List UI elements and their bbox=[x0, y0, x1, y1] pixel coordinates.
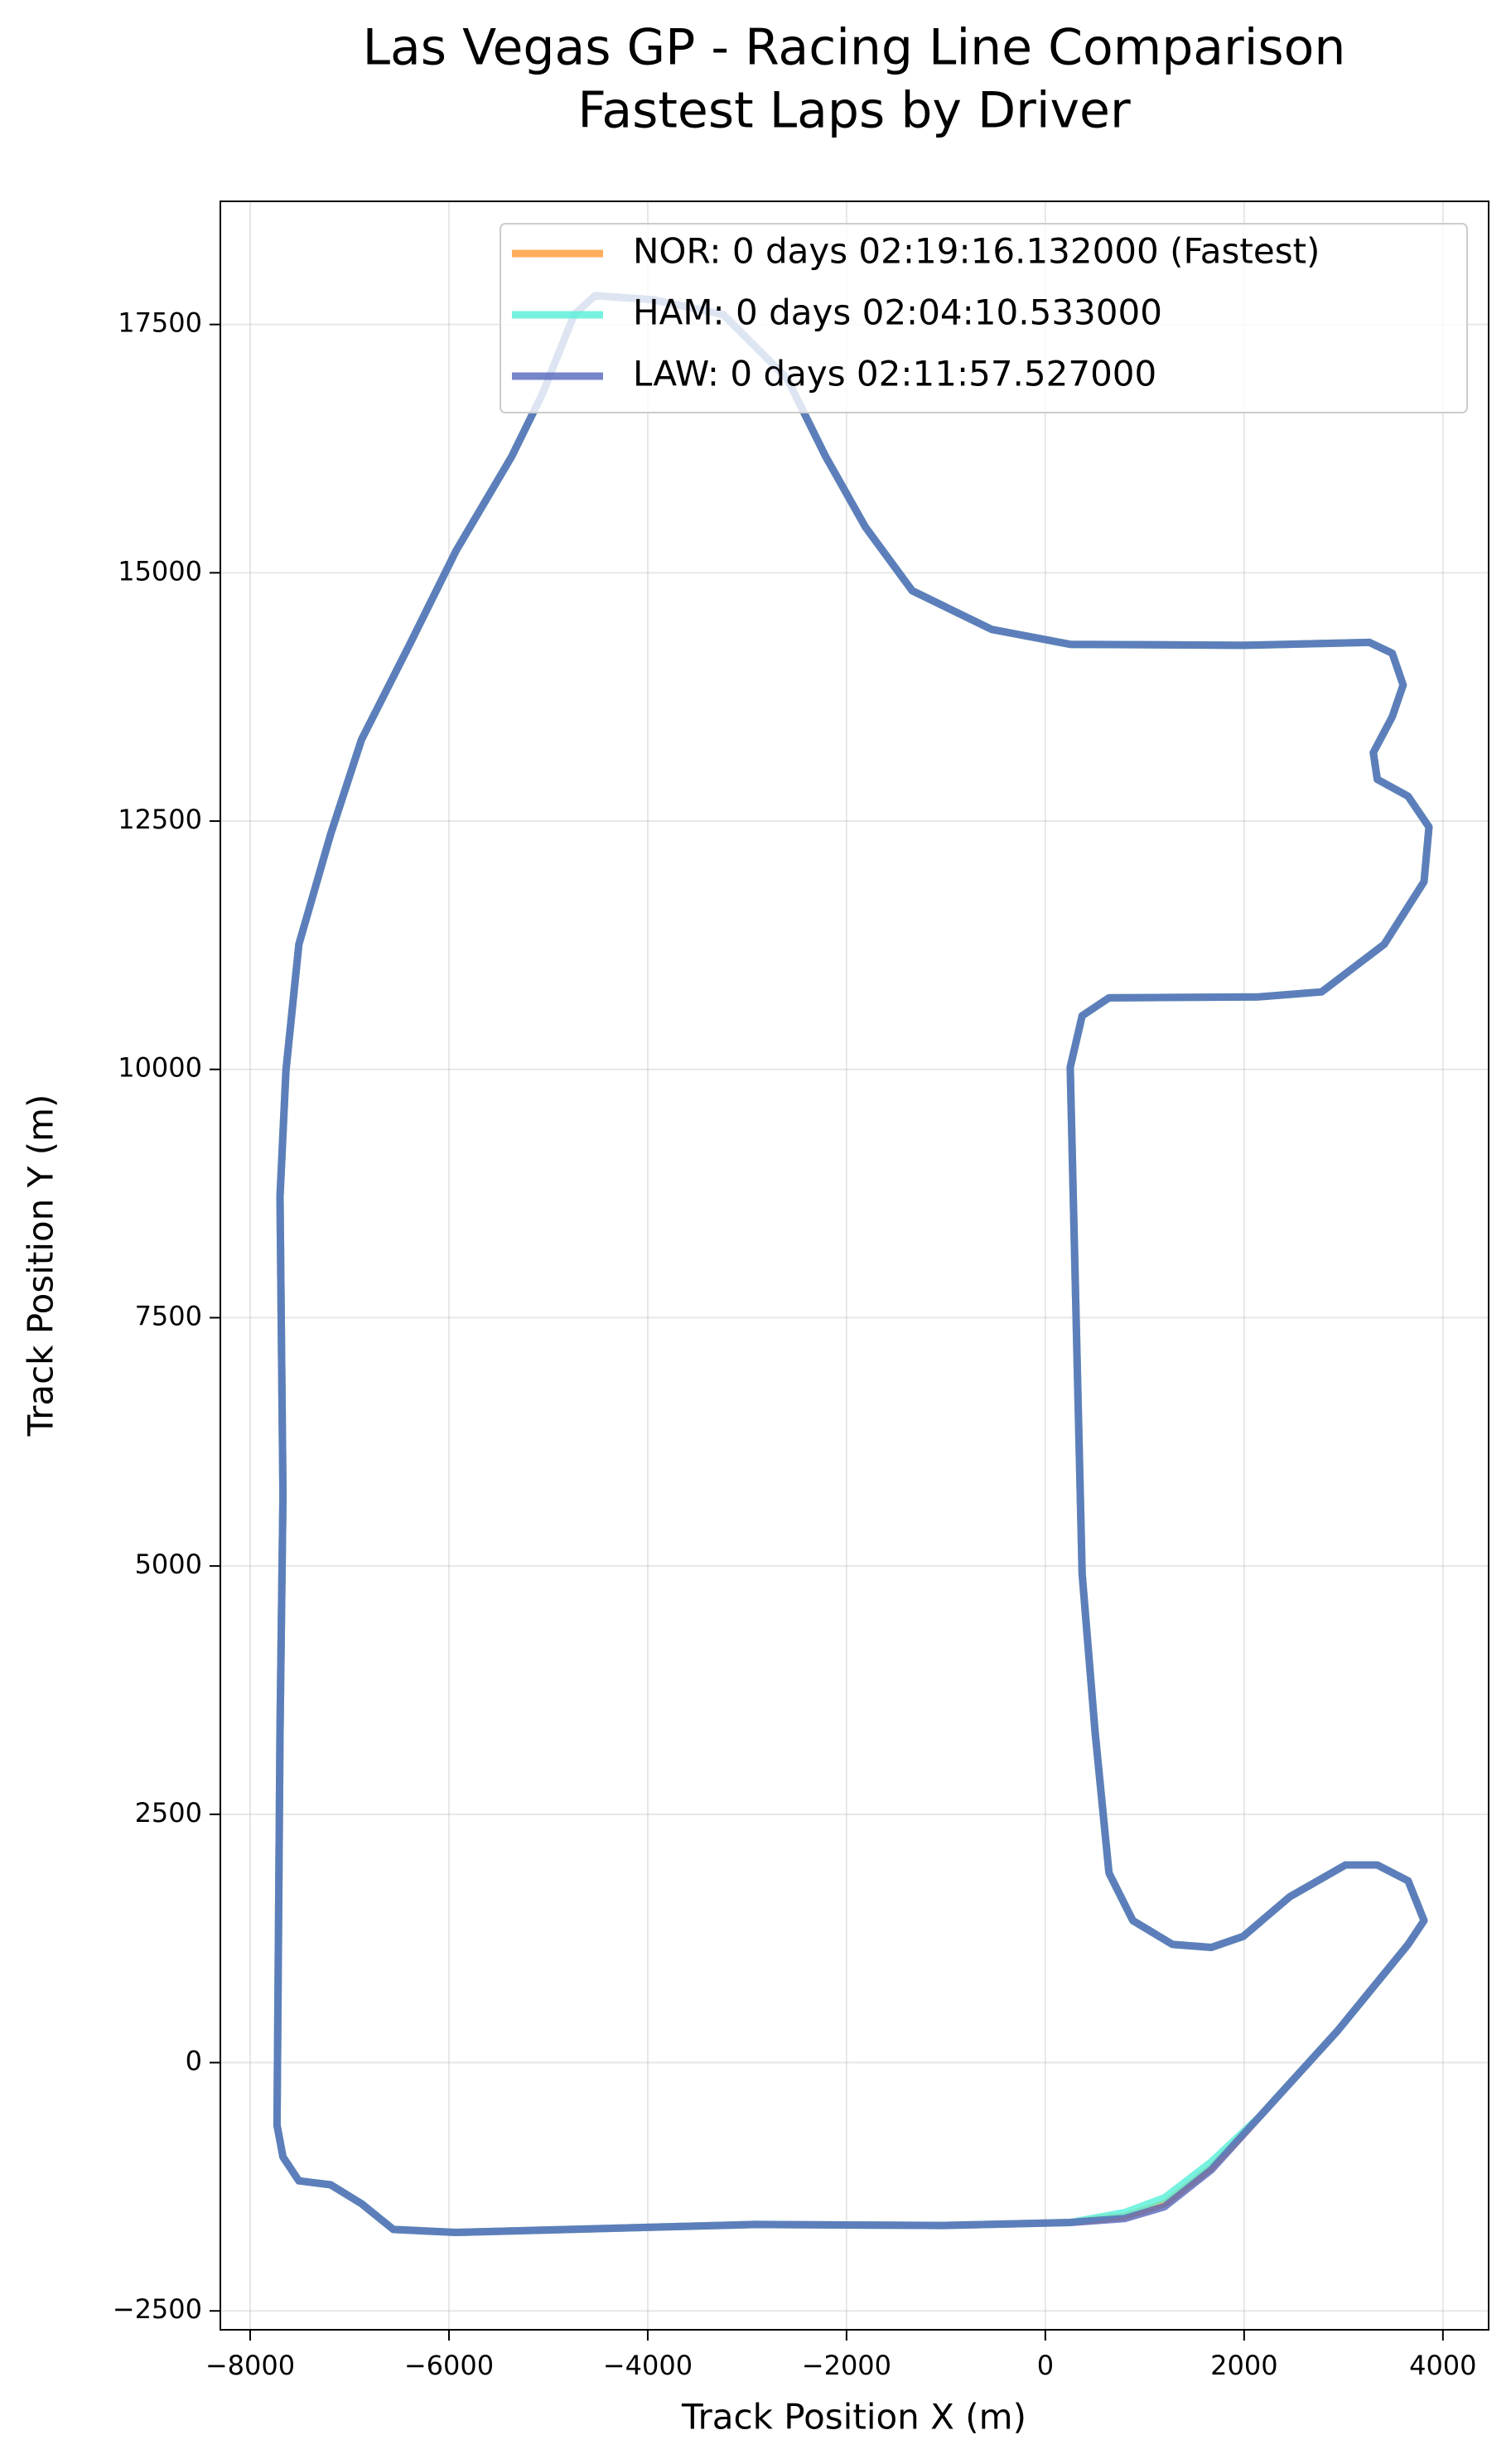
y-tick-label: 17500 bbox=[118, 307, 202, 339]
y-tick-label: 5000 bbox=[135, 1548, 202, 1580]
legend-label: LAW: 0 days 02:11:57.527000 bbox=[633, 354, 1156, 394]
y-tick-label: 10000 bbox=[118, 1052, 202, 1084]
y-tick-label: 7500 bbox=[135, 1300, 202, 1331]
grid bbox=[220, 201, 1489, 2330]
x-tick-label: −4000 bbox=[603, 2350, 693, 2381]
y-tick-label: 0 bbox=[186, 2046, 202, 2077]
x-tick-label: 4000 bbox=[1409, 2350, 1476, 2381]
chart-title: Las Vegas GP - Racing Line Comparison bbox=[363, 19, 1346, 77]
x-tick-label: −2000 bbox=[802, 2350, 891, 2381]
y-tick-label: 15000 bbox=[118, 555, 202, 587]
series-line bbox=[273, 292, 1433, 2236]
chart-subtitle: Fastest Laps by Driver bbox=[577, 82, 1131, 140]
y-tick-label: 2500 bbox=[135, 1797, 202, 1829]
plot-frame bbox=[220, 201, 1489, 2331]
axes: −8000 −6000 −4000 −2000 0 2000 4000 −2500 0 2500 5… bbox=[113, 201, 1489, 2381]
plot-lines bbox=[273, 292, 1433, 2236]
y-tick-label: −2500 bbox=[113, 2293, 202, 2325]
x-tick-label: 2000 bbox=[1210, 2350, 1277, 2381]
y-tick-label: 12500 bbox=[118, 804, 202, 835]
x-tick-label: 0 bbox=[1037, 2350, 1054, 2381]
legend-box bbox=[500, 223, 1468, 413]
x-tick-label: −8000 bbox=[205, 2350, 295, 2381]
y-axis-label: Track Position Y (m) bbox=[21, 1094, 61, 1437]
legend: NOR: 0 days 02:19:16.132000 (Fastest) HAM… bbox=[500, 223, 1468, 413]
x-axis-label: Track Position X (m) bbox=[681, 2397, 1026, 2437]
legend-label: HAM: 0 days 02:04:10.533000 bbox=[633, 292, 1162, 333]
legend-label: NOR: 0 days 02:19:16.132000 (Fastest) bbox=[633, 231, 1320, 272]
x-tick-label: −6000 bbox=[404, 2350, 494, 2381]
